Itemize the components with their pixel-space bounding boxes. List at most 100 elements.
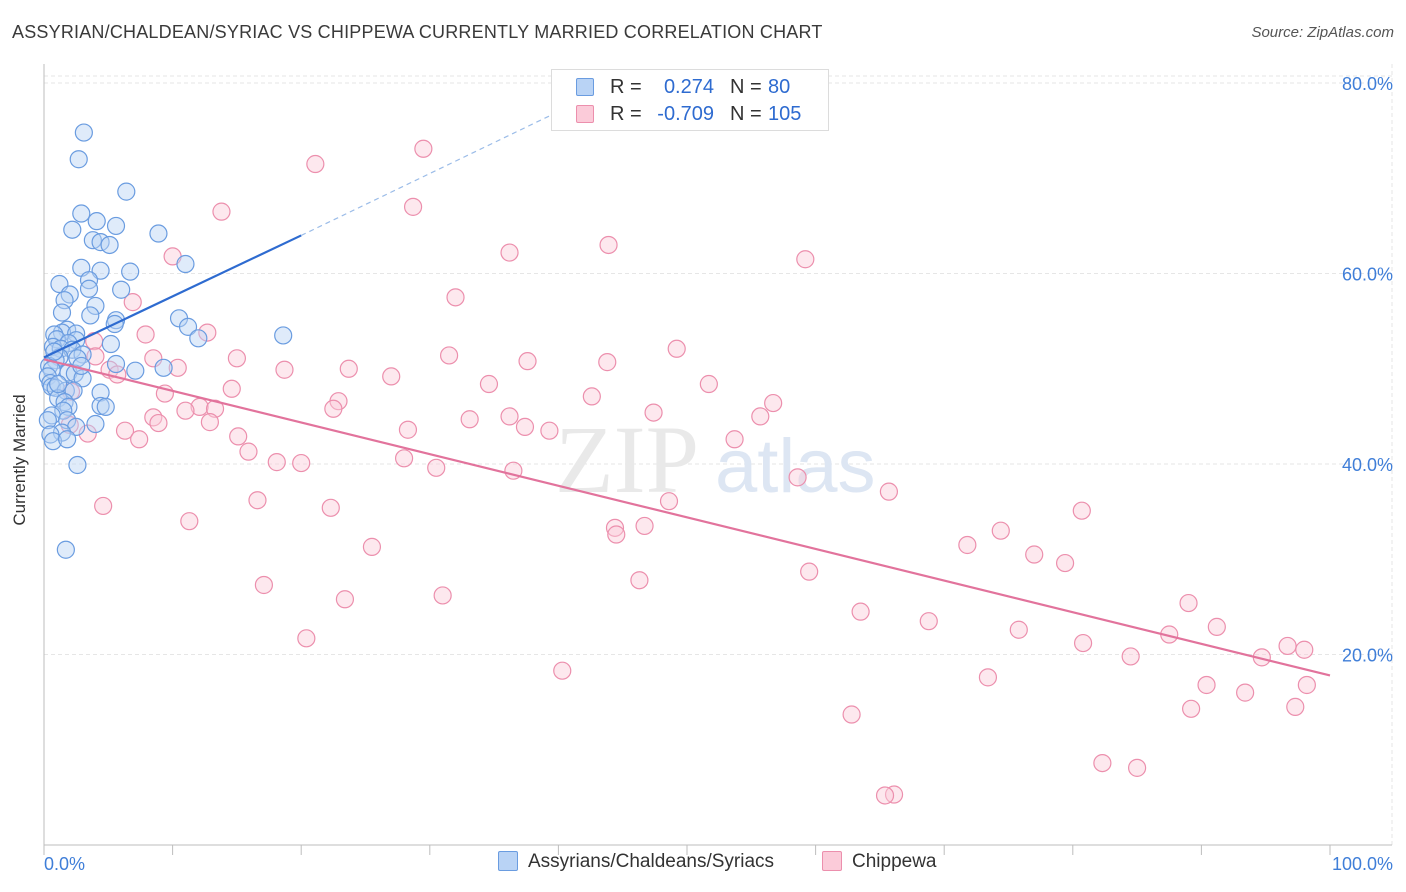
chippewa-points bbox=[60, 139, 1316, 805]
assyrian-point bbox=[74, 123, 93, 142]
assyrian-point bbox=[79, 279, 99, 298]
assyrian-point bbox=[69, 150, 88, 169]
chippewa-point bbox=[1297, 675, 1316, 695]
x-tick-label: 0.0% bbox=[44, 854, 85, 874]
chippewa-point bbox=[398, 420, 418, 439]
chippewa-trend-line bbox=[43, 358, 1331, 677]
assyrian-trend-extension bbox=[300, 111, 559, 236]
chippewa-point bbox=[919, 612, 938, 631]
assyrian-point bbox=[176, 254, 195, 274]
assyrian-point bbox=[68, 455, 87, 475]
chippewa-point bbox=[842, 705, 861, 724]
chippewa-point bbox=[851, 602, 870, 621]
chippewa-point bbox=[553, 661, 572, 680]
assyrian-point bbox=[52, 303, 72, 322]
r-value: 0.274 bbox=[663, 76, 714, 98]
chippewa-point bbox=[427, 458, 446, 477]
assyrian-point bbox=[112, 280, 131, 299]
chippewa-point bbox=[254, 575, 274, 595]
chippewa-point bbox=[94, 496, 113, 516]
chippewa-point bbox=[644, 403, 663, 422]
chippewa-point bbox=[659, 492, 679, 511]
y-tick-label: 40.0% bbox=[1342, 455, 1393, 475]
chippewa-point bbox=[1197, 675, 1216, 695]
chippewa-point bbox=[598, 353, 617, 372]
chippewa-point bbox=[198, 323, 217, 342]
chippewa-point bbox=[1182, 699, 1201, 718]
chippewa-point bbox=[1295, 640, 1314, 659]
chippewa-point bbox=[123, 293, 142, 312]
legend-row-assyrian: R = 0.274 N = 80 bbox=[552, 74, 828, 100]
chippewa-point bbox=[362, 537, 382, 556]
chippewa-point bbox=[1278, 636, 1297, 656]
chippewa-point bbox=[324, 399, 343, 418]
chippewa-point bbox=[1055, 553, 1075, 573]
assyrian-point bbox=[101, 334, 120, 354]
chippewa-point bbox=[515, 417, 535, 436]
chippewa-point bbox=[176, 401, 195, 420]
legend-swatch-chippewa bbox=[822, 851, 842, 871]
chippewa-point bbox=[500, 243, 519, 262]
chippewa-point bbox=[144, 408, 163, 427]
assyrian-point bbox=[86, 296, 105, 316]
chippewa-point bbox=[446, 288, 465, 307]
chippewa-point bbox=[607, 525, 626, 544]
chippewa-point bbox=[239, 442, 258, 461]
chippewa-point bbox=[321, 498, 340, 517]
chippewa-point bbox=[796, 250, 815, 269]
chippewa-point bbox=[229, 427, 248, 446]
chippewa-point bbox=[978, 668, 998, 687]
n-label: N = bbox=[730, 76, 762, 98]
r-label: R = bbox=[610, 103, 642, 125]
chippewa-point bbox=[1286, 697, 1305, 716]
legend-item-chippewa[interactable]: Chippewa bbox=[822, 851, 937, 873]
chippewa-point bbox=[788, 468, 807, 487]
chippewa-point bbox=[751, 407, 770, 426]
n-value: 80 bbox=[768, 76, 791, 98]
watermark-zip: ZIP bbox=[555, 406, 699, 513]
chippewa-point bbox=[1093, 753, 1112, 773]
chippewa-point bbox=[149, 413, 168, 433]
chippewa-point bbox=[635, 516, 654, 536]
legend-swatch-assyrian bbox=[498, 851, 518, 871]
chippewa-point bbox=[699, 374, 718, 394]
chippewa-point bbox=[267, 453, 286, 472]
n-value: 105 bbox=[768, 103, 802, 125]
chippewa-point bbox=[433, 586, 452, 605]
assyrian-point bbox=[91, 396, 110, 416]
stats-legend: R = 0.274 N = 80 R = -0.709 N = 105 bbox=[551, 69, 829, 131]
assyrian-point bbox=[86, 414, 105, 434]
assyrian-point bbox=[49, 374, 68, 394]
chippewa-point bbox=[394, 449, 414, 468]
chippewa-point bbox=[599, 235, 618, 255]
chippewa-point bbox=[764, 393, 783, 413]
assyrian-point bbox=[126, 361, 145, 380]
assyrian-point bbox=[106, 216, 126, 236]
chippewa-point bbox=[875, 786, 895, 805]
assyrian-point bbox=[274, 326, 293, 345]
chippewa-point bbox=[725, 430, 744, 449]
y-tick-label: 20.0% bbox=[1342, 646, 1393, 666]
assyrian-point bbox=[54, 401, 73, 420]
chippewa-point bbox=[297, 629, 316, 648]
legend-item-assyrian[interactable]: Assyrians/Chaldeans/Syriacs bbox=[498, 851, 774, 873]
chippewa-point bbox=[136, 325, 155, 344]
assyrian-point bbox=[72, 204, 91, 223]
assyrian-point bbox=[189, 329, 208, 348]
chippewa-point bbox=[439, 346, 459, 365]
chippewa-point bbox=[292, 453, 311, 473]
assyrian-point bbox=[87, 212, 106, 231]
legend-row-chippewa: R = -0.709 N = 105 bbox=[552, 101, 828, 127]
chippewa-point bbox=[500, 407, 519, 426]
r-label: R = bbox=[610, 76, 642, 98]
watermark-atlas: atlas bbox=[715, 424, 876, 509]
chippewa-point bbox=[518, 352, 537, 371]
n-label: N = bbox=[730, 103, 762, 125]
assyrian-point bbox=[38, 411, 57, 430]
y-tick-label: 80.0% bbox=[1342, 74, 1393, 94]
r-value: -0.709 bbox=[657, 103, 714, 125]
assyrian-point bbox=[178, 317, 198, 336]
legend-swatch-assyrian bbox=[576, 78, 594, 96]
chippewa-point bbox=[248, 491, 267, 510]
